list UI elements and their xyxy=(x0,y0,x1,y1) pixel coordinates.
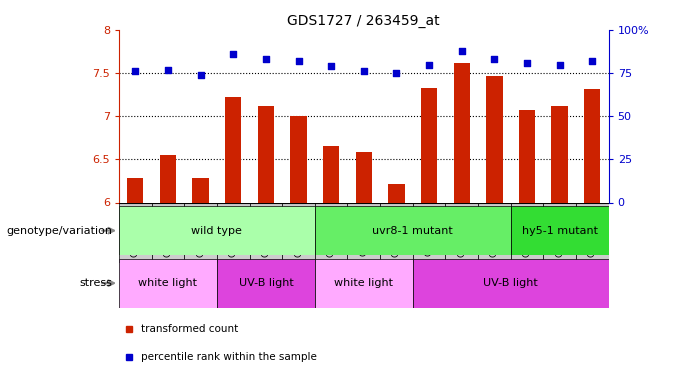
Text: GSM81018: GSM81018 xyxy=(555,207,564,256)
Bar xyxy=(511,206,609,255)
Bar xyxy=(413,259,609,308)
Text: GSM81016: GSM81016 xyxy=(490,207,499,256)
Bar xyxy=(119,202,152,262)
Point xyxy=(456,48,467,54)
Text: GSM81019: GSM81019 xyxy=(588,207,597,256)
Bar xyxy=(315,202,347,262)
Text: GSM81007: GSM81007 xyxy=(196,207,205,256)
Bar xyxy=(184,202,217,262)
Text: GSM81008: GSM81008 xyxy=(228,207,238,256)
Bar xyxy=(119,259,217,308)
Bar xyxy=(388,183,405,203)
Point xyxy=(391,70,402,76)
Text: GSM81017: GSM81017 xyxy=(522,207,532,256)
Point xyxy=(260,56,271,62)
Text: white light: white light xyxy=(139,278,197,288)
Text: UV-B light: UV-B light xyxy=(239,278,293,288)
Bar xyxy=(576,202,609,262)
Text: wild type: wild type xyxy=(192,226,242,236)
Text: GSM81010: GSM81010 xyxy=(294,207,303,256)
Bar xyxy=(421,88,437,202)
Bar xyxy=(152,202,184,262)
Text: uvr8-1 mutant: uvr8-1 mutant xyxy=(373,226,453,236)
Text: stress: stress xyxy=(80,278,112,288)
Text: percentile rank within the sample: percentile rank within the sample xyxy=(141,352,317,362)
Text: GSM81014: GSM81014 xyxy=(424,207,434,256)
Text: genotype/variation: genotype/variation xyxy=(6,226,112,236)
Text: GSM81005: GSM81005 xyxy=(131,207,140,256)
Text: GSM81013: GSM81013 xyxy=(392,207,401,256)
Bar xyxy=(380,202,413,262)
Point xyxy=(130,68,141,74)
Bar xyxy=(127,178,143,203)
Bar xyxy=(323,146,339,202)
Bar xyxy=(519,110,535,202)
Bar xyxy=(413,202,445,262)
Bar xyxy=(347,202,380,262)
Text: white light: white light xyxy=(335,278,393,288)
Text: UV-B light: UV-B light xyxy=(483,278,538,288)
Bar xyxy=(217,259,315,308)
Bar xyxy=(258,106,274,202)
Text: hy5-1 mutant: hy5-1 mutant xyxy=(522,226,598,236)
Point xyxy=(293,58,304,64)
Text: GSM81011: GSM81011 xyxy=(326,207,336,256)
Bar xyxy=(282,202,315,262)
Point xyxy=(163,67,173,73)
Bar xyxy=(445,202,478,262)
Title: GDS1727 / 263459_at: GDS1727 / 263459_at xyxy=(288,13,440,28)
Point xyxy=(522,60,532,66)
Bar xyxy=(192,178,209,203)
Bar xyxy=(511,202,543,262)
Point xyxy=(424,62,435,68)
Text: GSM81015: GSM81015 xyxy=(457,207,466,256)
Text: GSM81006: GSM81006 xyxy=(163,207,173,256)
Bar xyxy=(250,202,282,262)
Bar xyxy=(543,202,576,262)
Bar xyxy=(486,76,503,202)
Bar xyxy=(584,88,600,202)
Bar xyxy=(160,155,176,203)
Point xyxy=(587,58,598,64)
Bar xyxy=(454,63,470,202)
Bar xyxy=(217,202,250,262)
Text: transformed count: transformed count xyxy=(141,324,238,334)
Bar xyxy=(290,116,307,202)
Bar xyxy=(551,106,568,202)
Point xyxy=(228,51,239,57)
Point xyxy=(326,63,337,69)
Text: GSM81012: GSM81012 xyxy=(359,207,369,256)
Point xyxy=(554,62,565,68)
Bar xyxy=(119,206,315,255)
Bar xyxy=(315,259,413,308)
Bar xyxy=(478,202,511,262)
Point xyxy=(195,72,206,78)
Bar xyxy=(356,153,372,203)
Text: GSM81009: GSM81009 xyxy=(261,207,271,256)
Point xyxy=(489,56,500,62)
Bar xyxy=(315,206,511,255)
Point xyxy=(358,68,369,74)
Bar xyxy=(225,97,241,202)
